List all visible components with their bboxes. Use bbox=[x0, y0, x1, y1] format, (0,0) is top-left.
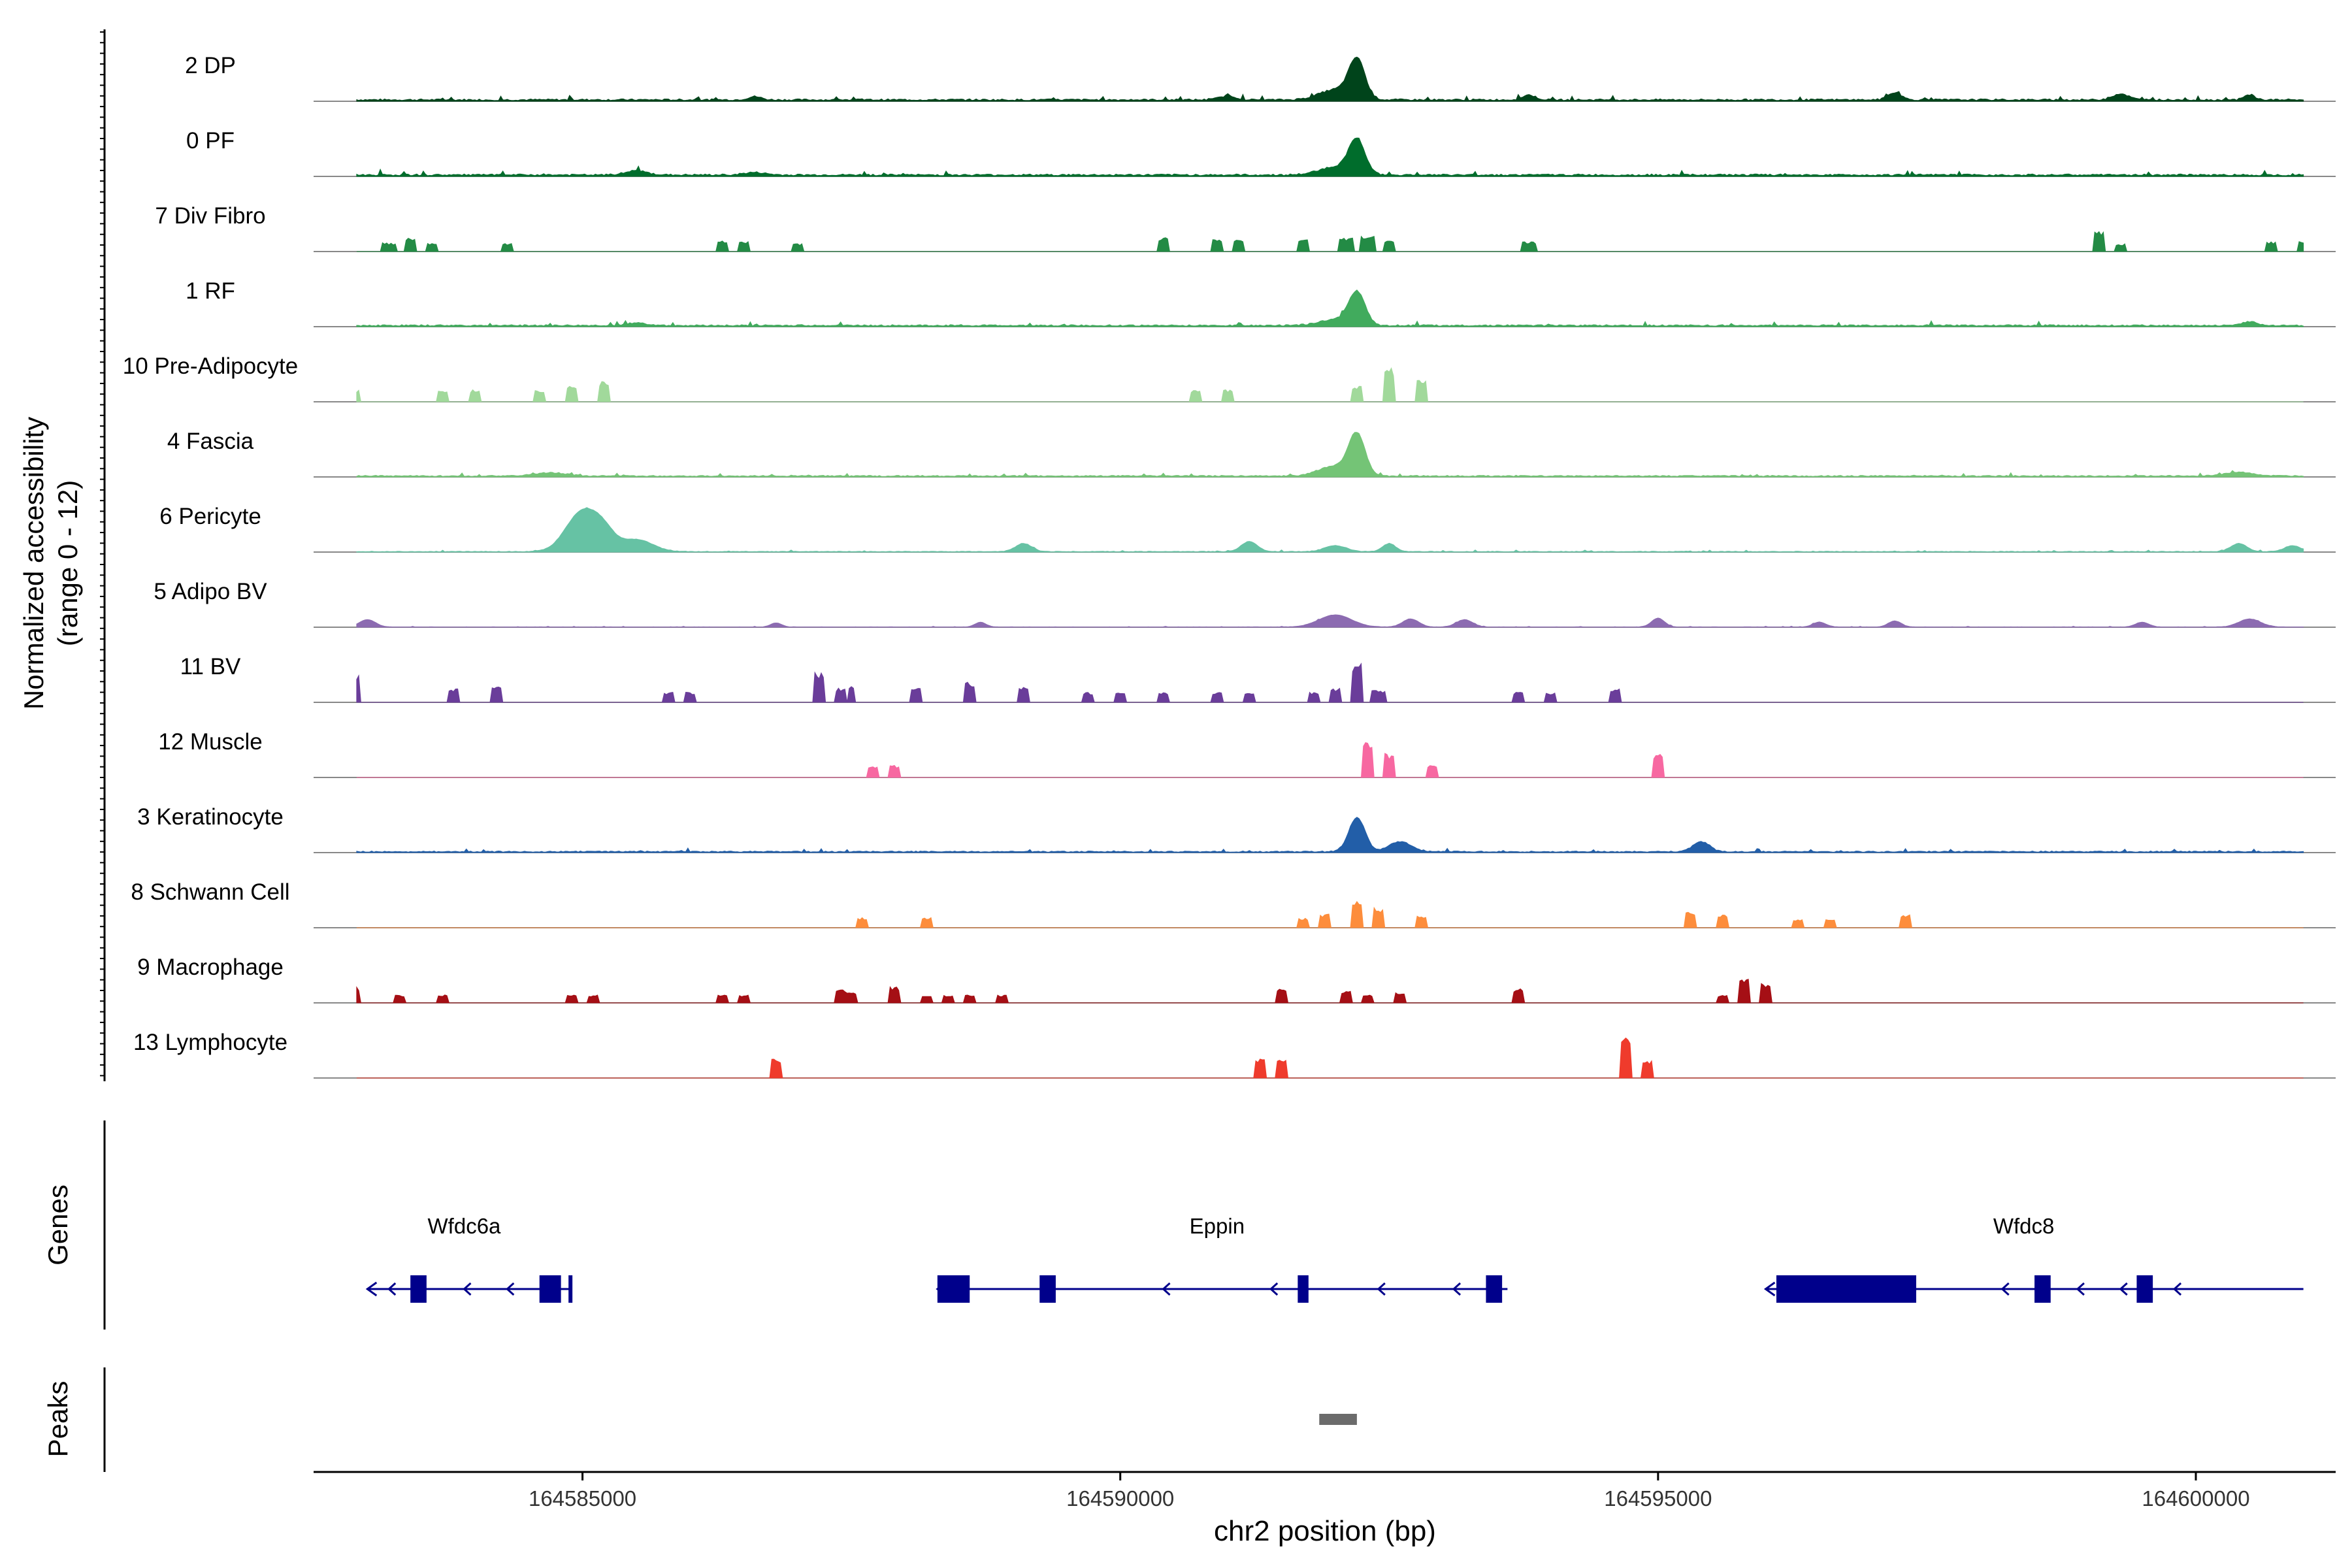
track-7: 6 Pericyte bbox=[159, 504, 2336, 553]
track-label: 8 Schwann Cell bbox=[131, 879, 289, 905]
gene-exon bbox=[1486, 1275, 1503, 1303]
strand-arrow bbox=[2076, 1282, 2085, 1296]
track-label: 11 BV bbox=[180, 654, 241, 679]
x-tick-label: 164585000 bbox=[529, 1486, 636, 1511]
coverage-area bbox=[356, 289, 2304, 327]
coverage-area bbox=[356, 231, 2304, 252]
strand-arrow bbox=[2001, 1282, 2010, 1296]
genes-track-label: Genes bbox=[42, 1184, 73, 1266]
track-label: 2 DP bbox=[185, 53, 236, 78]
track-label: 9 Macrophage bbox=[137, 955, 284, 980]
strand-arrow bbox=[365, 1281, 378, 1297]
strand-arrow bbox=[1452, 1282, 1462, 1296]
coverage-area bbox=[356, 137, 2304, 177]
gene-label: Eppin bbox=[1190, 1214, 1245, 1238]
y-axis bbox=[100, 29, 106, 1081]
gene-exon bbox=[937, 1275, 970, 1303]
coverage-area bbox=[356, 56, 2304, 102]
track-label: 0 PF bbox=[186, 128, 235, 154]
y-axis-label-line1: Normalized accessibility bbox=[18, 417, 49, 710]
gene-label: Wfdc8 bbox=[1993, 1214, 2055, 1238]
coverage-tracks: 2 DP 0 PF 7 Div Fibro 1 RF 10 Pre-Adipocyte 4… bbox=[123, 53, 2336, 1079]
gene-label: Wfdc6a bbox=[428, 1214, 502, 1238]
gene-wfdc6a: Wfdc6a bbox=[365, 1214, 573, 1303]
gene-wfdc8: Wfdc8 bbox=[1763, 1214, 2304, 1303]
gene-eppin: Eppin bbox=[936, 1214, 1508, 1303]
track-8: 5 Adipo BV bbox=[154, 579, 2336, 628]
gene-exon bbox=[568, 1275, 573, 1303]
gene-exon bbox=[2136, 1275, 2153, 1303]
x-axis-label: chr2 position (bp) bbox=[1214, 1515, 1436, 1547]
gene-exon bbox=[539, 1275, 561, 1303]
track-10: 12 Muscle bbox=[158, 729, 2336, 778]
track-label: 12 Muscle bbox=[158, 729, 263, 755]
y-axis-label-line2: (range 0 - 12) bbox=[52, 480, 83, 646]
strand-arrow bbox=[387, 1282, 397, 1296]
strand-arrow bbox=[1269, 1282, 1279, 1296]
track-14: 13 Lymphocyte bbox=[133, 1030, 2336, 1079]
coverage-area bbox=[356, 742, 2304, 778]
track-5: 10 Pre-Adipocyte bbox=[123, 353, 2336, 402]
strand-arrow bbox=[1763, 1281, 1776, 1297]
gene-exon bbox=[2034, 1275, 2051, 1303]
coverage-area bbox=[356, 901, 2304, 928]
peak-regions bbox=[1319, 1414, 1357, 1425]
x-axis: 164585000 164590000 164595000 164600000 bbox=[529, 1472, 2250, 1511]
track-11: 3 Keratinocyte bbox=[137, 804, 2336, 853]
track-3: 7 Div Fibro bbox=[155, 203, 2336, 252]
track-label: 3 Keratinocyte bbox=[137, 804, 284, 830]
gene-annotations: Wfdc6a Eppin Wfdc8 bbox=[365, 1214, 2304, 1303]
x-tick-label: 164600000 bbox=[2142, 1486, 2249, 1511]
track-label: 6 Pericyte bbox=[159, 504, 261, 529]
coverage-area bbox=[356, 432, 2304, 478]
coverage-area bbox=[356, 1037, 2304, 1079]
strand-arrow bbox=[2172, 1282, 2182, 1296]
strand-arrow bbox=[1162, 1282, 1171, 1296]
strand-arrow bbox=[2119, 1282, 2128, 1296]
track-label: 7 Div Fibro bbox=[155, 203, 265, 229]
coverage-area bbox=[356, 614, 2304, 628]
track-6: 4 Fascia bbox=[167, 429, 2336, 478]
strand-arrow bbox=[506, 1282, 515, 1296]
track-label: 4 Fascia bbox=[167, 429, 254, 454]
track-2: 0 PF bbox=[186, 128, 2336, 177]
gene-exon bbox=[410, 1275, 427, 1303]
gene-exon bbox=[1039, 1275, 1056, 1303]
peaks-track-label: Peaks bbox=[42, 1381, 73, 1458]
coverage-area bbox=[356, 367, 2304, 402]
coverage-area bbox=[356, 662, 2304, 703]
track-1: 2 DP bbox=[185, 53, 2336, 102]
strand-arrow bbox=[1377, 1282, 1386, 1296]
track-label: 1 RF bbox=[186, 278, 235, 304]
gene-exon bbox=[1298, 1275, 1309, 1303]
track-12: 8 Schwann Cell bbox=[131, 879, 2336, 928]
track-4: 1 RF bbox=[186, 278, 2336, 327]
x-tick-label: 164590000 bbox=[1066, 1486, 1174, 1511]
strand-arrow bbox=[463, 1282, 472, 1296]
track-label: 13 Lymphocyte bbox=[133, 1030, 287, 1055]
x-tick-label: 164595000 bbox=[1604, 1486, 1712, 1511]
track-label: 5 Adipo BV bbox=[154, 579, 267, 604]
coverage-area bbox=[356, 817, 2304, 853]
coverage-area bbox=[356, 507, 2304, 553]
gene-exon bbox=[1776, 1275, 1916, 1303]
track-label: 10 Pre-Adipocyte bbox=[123, 353, 298, 379]
coverage-area bbox=[356, 979, 2304, 1004]
track-13: 9 Macrophage bbox=[137, 955, 2336, 1004]
peak-region bbox=[1319, 1414, 1357, 1425]
track-9: 11 BV bbox=[180, 654, 2336, 703]
